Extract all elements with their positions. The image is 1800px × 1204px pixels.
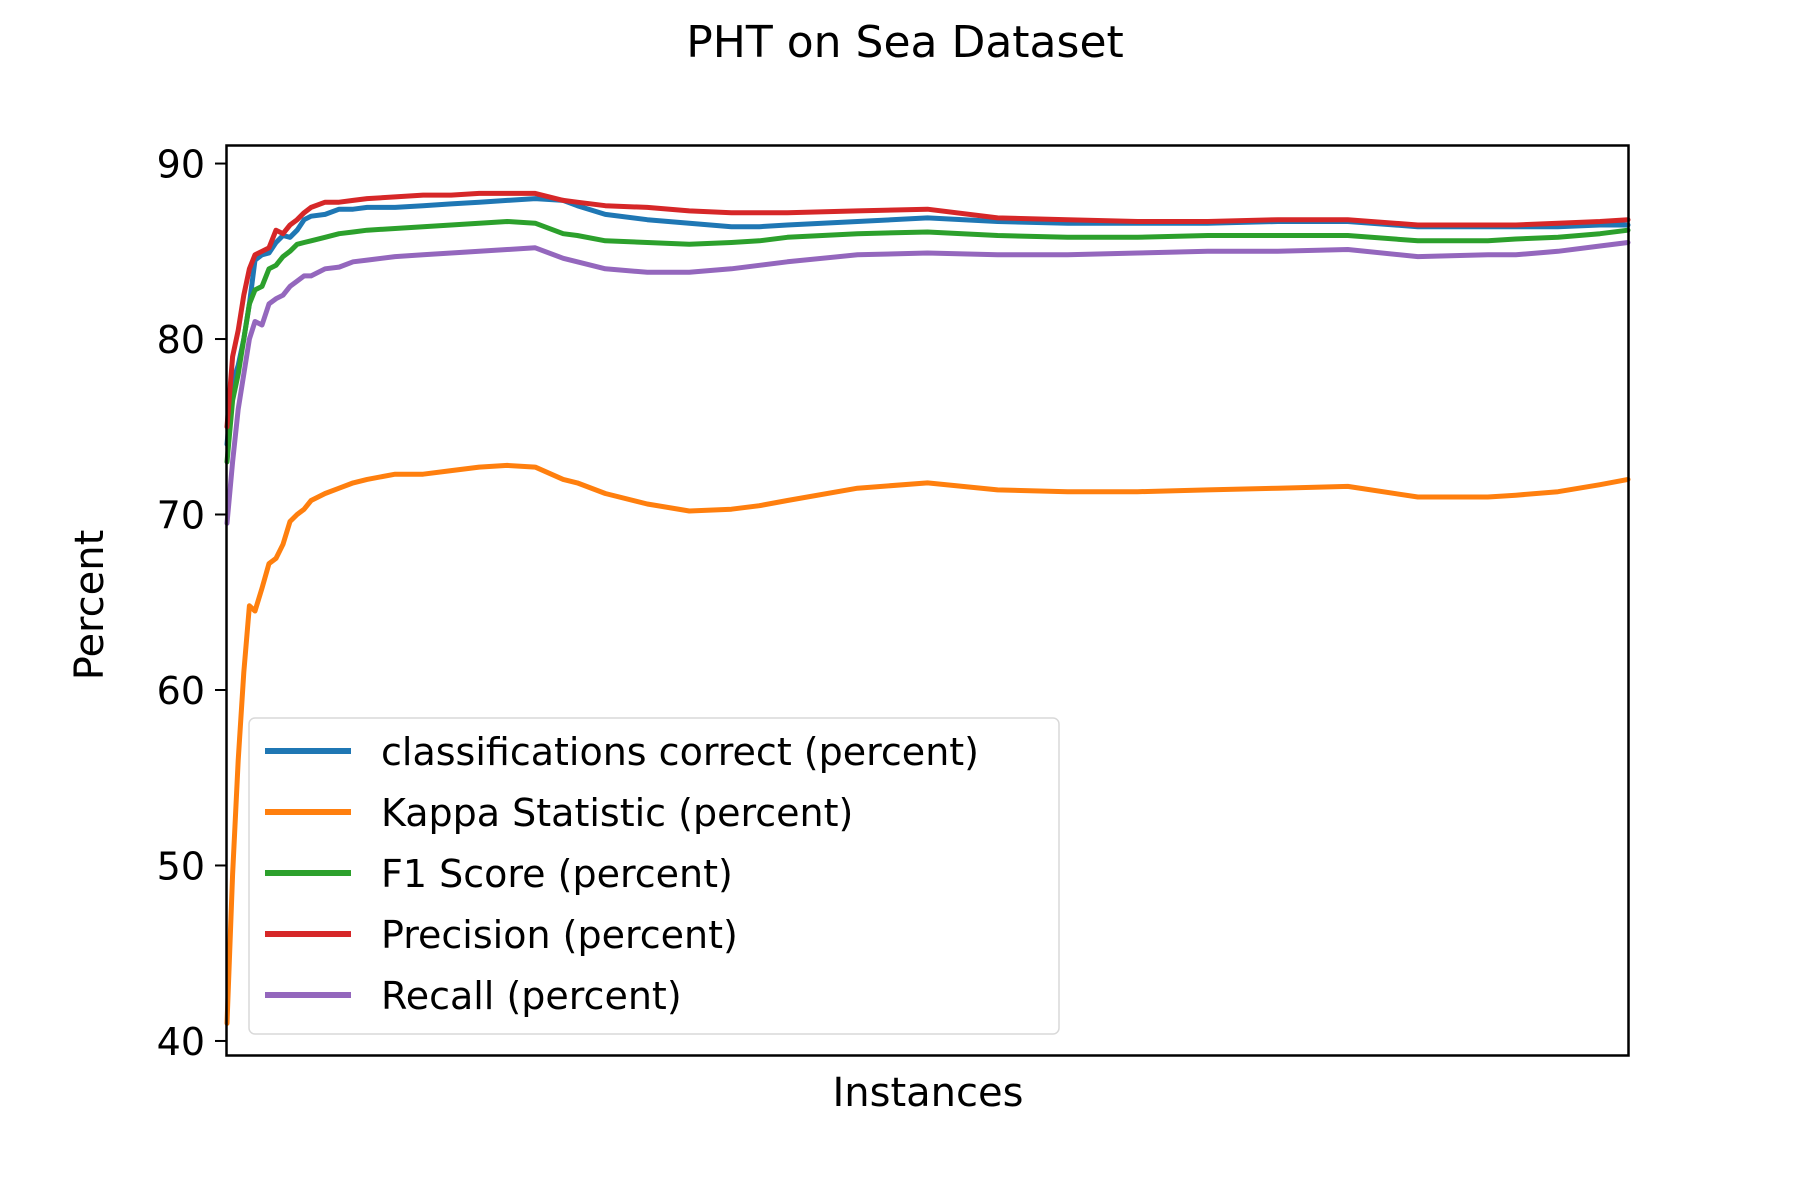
legend-label: Recall (percent) — [381, 974, 682, 1018]
axes-frame — [225, 144, 1630, 1057]
legend-label: Kappa Statistic (percent) — [381, 791, 853, 835]
y-tick-label: 60 — [157, 669, 205, 713]
legend-entry: Precision (percent) — [265, 913, 738, 957]
y-tick-label: 80 — [157, 318, 205, 362]
y-axis-label: Percent — [67, 530, 113, 681]
legend-entry: Recall (percent) — [265, 974, 682, 1018]
series-line-3 — [224, 219, 1631, 465]
series-line-1 — [224, 196, 1631, 447]
series-line-5 — [224, 240, 1631, 526]
legend-label: Precision (percent) — [381, 913, 738, 957]
chart-title: PHT on Sea Dataset — [686, 17, 1124, 68]
y-tick-label: 90 — [157, 143, 205, 187]
series-line-4 — [224, 190, 1631, 430]
y-axis-ticks: 40 50 60 70 80 90 — [157, 143, 227, 1064]
y-tick-label: 40 — [157, 1020, 205, 1064]
legend-label: classifications correct (percent) — [381, 730, 979, 774]
legend-entry: classifications correct (percent) — [265, 730, 979, 774]
legend-entry: F1 Score (percent) — [265, 852, 733, 896]
plot-area — [224, 190, 1631, 1026]
legend-box — [248, 717, 1060, 1035]
y-tick-label: 50 — [157, 844, 205, 888]
series-line-2 — [224, 462, 1631, 1026]
legend: classifications correct (percent) Kappa S… — [248, 717, 1060, 1035]
y-tick-label: 70 — [157, 494, 205, 538]
legend-label: F1 Score (percent) — [381, 852, 733, 896]
legend-entry: Kappa Statistic (percent) — [265, 791, 853, 835]
x-axis-label: Instances — [833, 1070, 1024, 1116]
